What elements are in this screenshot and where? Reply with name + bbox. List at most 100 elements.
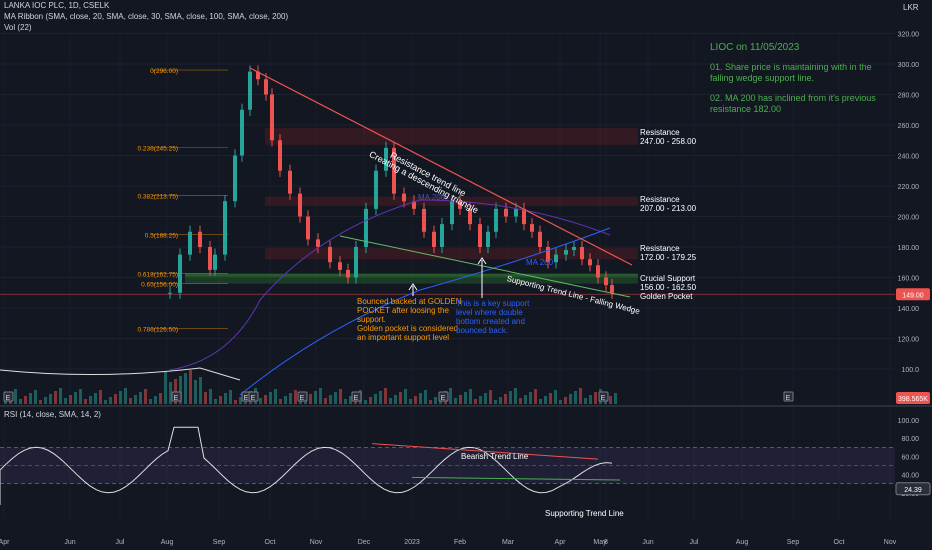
volume-bar (369, 397, 372, 404)
volume-bar (134, 395, 137, 404)
volume-bar (164, 372, 167, 404)
rsi-legend[interactable]: RSI (14, close, SMA, 14, 2) (4, 410, 101, 419)
volume-bar (259, 398, 262, 404)
candle-body (432, 231, 436, 247)
ma200-label-2: MA 200 (526, 258, 554, 267)
volume-bar (559, 400, 562, 404)
volume-bar (189, 370, 192, 404)
volume-bar (224, 393, 227, 404)
volume-bar (504, 394, 507, 404)
rsi-badge-text: 24.39 (904, 487, 922, 494)
event-marker-text: E (251, 395, 256, 402)
last-price-badge (896, 288, 930, 301)
volume-badge-text: 398.565K (898, 396, 928, 403)
event-marker-text: E (441, 395, 446, 402)
volume-bar (309, 394, 312, 404)
candle-body (354, 247, 358, 278)
price-tick: 140.00 (898, 306, 920, 313)
fib-label: 0.382(213.75) (138, 194, 178, 201)
volume-bar (344, 399, 347, 404)
candle-body (588, 259, 592, 266)
volume-bar (74, 392, 77, 404)
volume-bar (454, 398, 457, 404)
volume-bar (229, 390, 232, 404)
volume-bar (489, 390, 492, 404)
event-marker (3, 391, 14, 402)
candle-body (580, 247, 584, 260)
volume-bar (524, 395, 527, 404)
candle-body (564, 250, 568, 255)
volume-bar (239, 397, 242, 404)
volume-bar (464, 392, 467, 404)
volume-bar (374, 394, 377, 404)
rsi-badge (895, 482, 931, 496)
volume-bar (414, 396, 417, 404)
rsi-tick: 100.00 (898, 418, 920, 425)
candle-body (486, 231, 490, 247)
zone-box (265, 248, 638, 260)
candle-body (514, 208, 518, 217)
time-tick: Dec (358, 539, 371, 546)
volume-bar (199, 377, 202, 404)
last-price-text: 149.00 (902, 292, 924, 299)
volume-legend[interactable]: Vol (22) (4, 23, 32, 32)
volume-bar (79, 389, 82, 404)
candle-body (402, 193, 406, 202)
event-marker-text: E (6, 395, 11, 402)
fib-label: 0(296.00) (150, 68, 178, 75)
zone-label-resistance-3: Resistance 172.00 - 179.25 (640, 244, 697, 262)
volume-bar (19, 399, 22, 404)
golden-pocket-note: Bounced backed at GOLDEN POCKET after lo… (357, 297, 462, 342)
volume-bar (394, 395, 397, 404)
candle-body (298, 193, 302, 217)
event-marker-text: E (300, 395, 305, 402)
candle-body (610, 285, 614, 293)
symbol-title[interactable]: LANKA IOC PLC, 1D, CSELK (4, 1, 110, 10)
volume-bar (109, 397, 112, 404)
volume-bar (564, 397, 567, 404)
volume-bar (434, 397, 437, 404)
zone-box (265, 128, 638, 145)
volume-bar (219, 396, 222, 404)
volume-bar (569, 394, 572, 404)
candle-body (346, 269, 350, 278)
candle-body (604, 277, 608, 286)
volume-bar (14, 389, 17, 404)
volume-bar (419, 393, 422, 404)
volume-bar (234, 400, 237, 404)
rsi-line (0, 426, 613, 505)
volume-bar (104, 400, 107, 404)
volume-bar (479, 396, 482, 404)
bearish-trend-label: Bearish Trend Line (461, 452, 529, 461)
candle-body (554, 254, 558, 263)
volume-bar (319, 388, 322, 404)
volume-bar (89, 396, 92, 404)
candle-body (288, 170, 292, 194)
candle-body (530, 224, 534, 232)
volume-bar (64, 398, 67, 404)
candle-body (440, 224, 444, 247)
volume-bar (129, 398, 132, 404)
volume-bar (589, 395, 592, 404)
candle-body (458, 201, 462, 209)
event-marker-text: E (174, 395, 179, 402)
volume-bar (424, 390, 427, 404)
volume-bar (154, 396, 157, 404)
volume-bar (214, 399, 217, 404)
volume-bar (24, 396, 27, 404)
currency-label: LKR (903, 3, 919, 12)
time-tick: Apr (0, 539, 10, 546)
event-marker (783, 391, 794, 402)
volume-bar (114, 394, 117, 404)
time-tick: Mar (502, 539, 515, 546)
note-title: LIOC on 11/05/2023 (710, 42, 800, 53)
volume-bar (549, 393, 552, 404)
candle-body (208, 247, 212, 270)
candle-body (572, 247, 576, 251)
volume-bar (144, 389, 147, 404)
volume-bar (409, 399, 412, 404)
ma-ribbon-legend[interactable]: MA Ribbon (SMA, close, 20, SMA, close, 3… (4, 12, 289, 21)
support-trend-line (339, 235, 631, 298)
volume-bar (69, 395, 72, 404)
